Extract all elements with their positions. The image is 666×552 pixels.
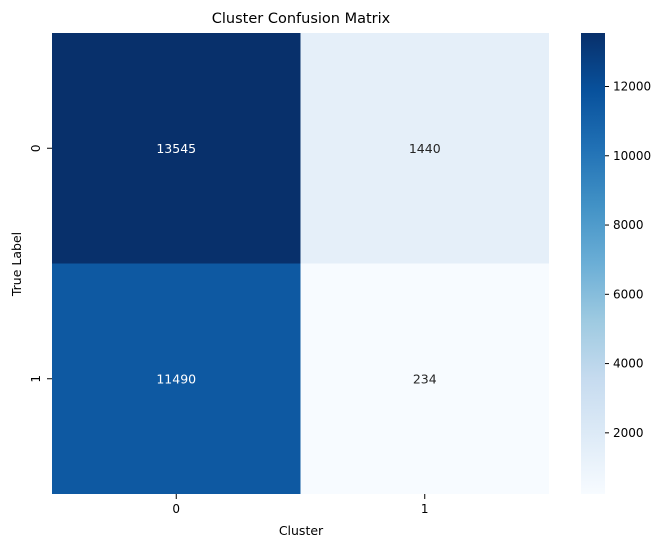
heatmap-cell (300, 263, 549, 494)
colorbar-ticks: 2000 4000 6000 8000 10000 12000 (605, 80, 651, 440)
colorbar-tick-label: 6000 (613, 287, 644, 301)
y-axis-label: True Label (9, 232, 24, 297)
cell-value-label: 13545 (156, 141, 196, 156)
y-axis-ticks: 01 (29, 144, 52, 383)
chart-title: Cluster Confusion Matrix (212, 11, 391, 27)
heatmap-cells: 13545 1440 11490 234 (52, 33, 549, 494)
cell-value-label: 1440 (409, 141, 441, 156)
x-axis-label: Cluster (279, 523, 324, 538)
y-tick-label: 1 (29, 375, 43, 383)
x-tick-label: 0 (172, 502, 180, 516)
heatmap-cell (300, 33, 549, 264)
colorbar-tick-label: 8000 (613, 218, 644, 232)
colorbar-tick-label: 12000 (613, 80, 651, 94)
colorbar-tick-label: 4000 (613, 357, 644, 371)
colorbar-tick-label: 10000 (613, 149, 651, 163)
colorbar (581, 33, 605, 494)
cell-value-label: 234 (413, 371, 437, 386)
heatmap-cell (52, 263, 301, 494)
y-tick-label: 0 (29, 144, 43, 152)
heatmap-cell (52, 33, 301, 264)
x-tick-label: 1 (421, 502, 429, 516)
cell-value-label: 11490 (156, 371, 196, 386)
colorbar-tick-label: 2000 (613, 426, 644, 440)
